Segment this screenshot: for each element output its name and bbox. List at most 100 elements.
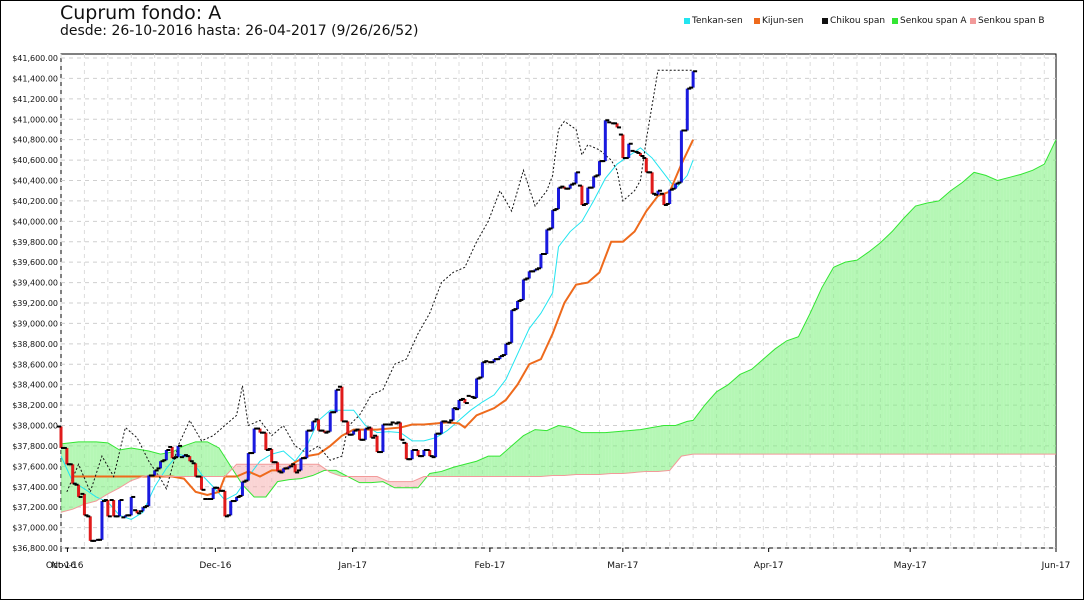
kumo-cloud-segment [886, 234, 890, 455]
legend-label: Senkou span A [900, 16, 967, 26]
kumo-cloud-segment [906, 212, 910, 455]
kumo-cloud-segment [418, 477, 421, 488]
kumo-cloud-segment [210, 443, 214, 477]
kumo-cloud-segment [742, 371, 746, 455]
kumo-cloud-segment [693, 416, 697, 455]
kumo-cloud-segment [590, 432, 594, 475]
kumo-cloud-segment [968, 174, 972, 455]
kumo-cloud-segment [731, 379, 735, 455]
kumo-cloud-segment [766, 354, 770, 455]
kumo-cloud-segment [432, 472, 436, 477]
kumo-cloud-segment [930, 201, 934, 455]
kumo-cloud-segment [306, 464, 310, 478]
y-tick-label: $39,000.00 [12, 319, 58, 328]
kumo-cloud-segment [941, 195, 945, 455]
kumo-cloud-segment [497, 456, 500, 477]
x-tick-label: Dec-16 [199, 561, 231, 571]
kumo-cloud-segment [368, 476, 372, 483]
kumo-cloud-segment [450, 467, 454, 477]
kumo-cloud-segment [658, 426, 661, 472]
kumo-cloud-segment [216, 446, 220, 477]
kumo-cloud-segment [944, 193, 948, 455]
kumo-cloud-segment [871, 247, 875, 455]
y-tick-label: $39,800.00 [12, 238, 58, 247]
kumo-cloud-segment [581, 432, 585, 475]
kumo-cloud-segment [859, 256, 863, 455]
kumo-cloud-segment [649, 427, 653, 472]
kumo-cloud-segment [979, 173, 983, 455]
kumo-cloud-segment [137, 448, 141, 479]
kumo-cloud-segment [751, 366, 755, 455]
kumo-cloud-segment [438, 471, 442, 477]
kumo-cloud-segment [213, 444, 217, 477]
y-tick-label: $37,600.00 [12, 462, 58, 471]
kumo-cloud-segment [87, 441, 91, 504]
legend-item-senkou-span-b: Senkou span B [970, 16, 1045, 26]
kumo-cloud-segment [1017, 174, 1021, 455]
kumo-cloud-segment [839, 263, 843, 455]
kumo-cloud-segment [499, 453, 503, 477]
kumo-cloud-segment [821, 282, 825, 455]
kumo-cloud-segment [584, 432, 588, 475]
kumo-cloud-segment [663, 425, 667, 471]
y-tick-label: $37,000.00 [12, 524, 58, 533]
kumo-cloud-segment [1041, 164, 1045, 455]
kumo-cloud-segment [915, 205, 919, 455]
x-tick-label: Apr-17 [754, 561, 784, 571]
y-tick-label: $41,600.00 [12, 54, 58, 63]
kumo-cloud-segment [526, 432, 530, 477]
kumo-cloud-segment [549, 428, 553, 476]
kumo-cloud-segment [154, 452, 158, 476]
kumo-cloud-segment [719, 388, 723, 455]
kumo-cloud-segment [315, 464, 319, 475]
kumo-cloud-segment [739, 373, 743, 455]
kumo-cloud-segment [204, 441, 208, 477]
kumo-cloud-segment [857, 258, 860, 455]
kumo-cloud-segment [634, 429, 638, 473]
kumo-cloud-segment [734, 377, 738, 455]
kumo-cloud-segment [605, 432, 609, 474]
x-tick-label: Feb-17 [475, 561, 506, 571]
kumo-cloud-segment [698, 408, 702, 455]
kumo-cloud-segment [851, 260, 855, 455]
kumo-cloud-segment [962, 179, 966, 455]
x-tick-label: Nov-16 [51, 561, 83, 571]
kumo-cloud-segment [520, 435, 524, 477]
kumo-cloud-segment [666, 425, 670, 471]
kumo-cloud-segment [780, 342, 784, 455]
kumo-cloud-segment [365, 476, 369, 483]
kumo-cloud-segment [593, 432, 597, 475]
kumo-cloud-segment [99, 442, 102, 500]
x-tick-label: Jan-17 [337, 561, 367, 571]
kumo-cloud-segment [690, 420, 694, 455]
kumo-cloud-segment [783, 340, 787, 455]
kumo-cloud-segment [84, 441, 88, 505]
legend-swatch [822, 18, 828, 24]
chart-subtitle: desde: 26-10-2016 hasta: 26-04-2017 (9/2… [60, 23, 419, 39]
y-tick-label: $38,800.00 [12, 340, 58, 349]
kumo-cloud-segment [353, 476, 357, 482]
kumo-cloud-segment [461, 464, 465, 477]
kumo-cloud-segment [912, 206, 916, 455]
kumo-cloud-segment [704, 401, 708, 455]
y-tick-label: $36,800.00 [12, 544, 58, 553]
kumo-cloud-segment [101, 442, 105, 498]
kumo-cloud-segment [447, 468, 451, 477]
kumo-cloud-segment [567, 427, 571, 476]
kumo-cloud-segment [122, 448, 126, 486]
kumo-cloud-segment [128, 447, 132, 483]
kumo-cloud-segment [895, 224, 898, 455]
kumo-cloud-segment [183, 444, 187, 477]
kumo-cloud-segment [1015, 175, 1018, 455]
legend-item-tenkan-sen: Tenkan-sen [684, 16, 743, 26]
kumo-cloud-segment [1012, 175, 1016, 455]
y-tick-label: $39,400.00 [12, 279, 58, 288]
chikou-span-line [66, 69, 694, 494]
kumo-cloud-segment [485, 456, 489, 477]
kumo-cloud-segment [1029, 170, 1033, 455]
kumo-cloud-segment [696, 412, 699, 455]
kumo-cloud-segment [722, 386, 726, 455]
kumo-cloud-segment [877, 242, 881, 455]
kumo-cloud-segment [628, 430, 632, 473]
kumo-cloud-segment [107, 442, 111, 494]
